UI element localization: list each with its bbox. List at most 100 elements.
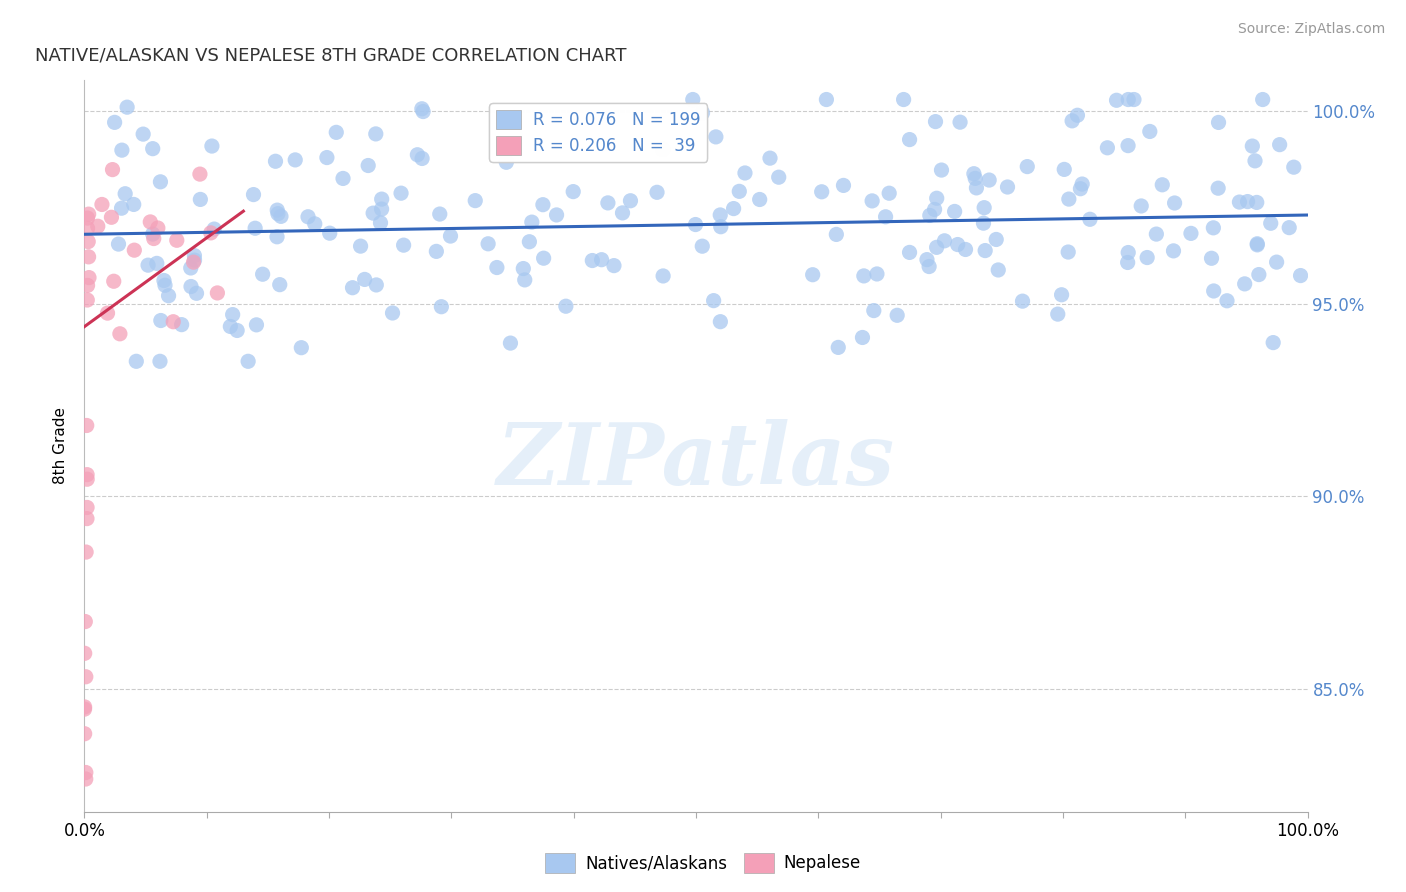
Point — [979, 173, 1001, 187]
Point — [319, 226, 342, 240]
Point — [1017, 160, 1039, 174]
Point — [1251, 93, 1274, 107]
Point — [519, 235, 541, 249]
Point — [304, 217, 326, 231]
Point — [815, 93, 838, 107]
Point — [1050, 287, 1073, 301]
Point — [1123, 93, 1146, 107]
Point — [1233, 277, 1256, 291]
Point — [170, 318, 193, 332]
Point — [406, 147, 429, 161]
Point — [149, 175, 172, 189]
Point — [1260, 216, 1282, 230]
Point — [183, 255, 205, 269]
Point — [284, 153, 307, 167]
Point — [973, 201, 995, 215]
Point — [1216, 293, 1239, 308]
Point — [219, 319, 242, 334]
Point — [73, 646, 96, 660]
Point — [325, 125, 347, 139]
Point — [1069, 182, 1091, 196]
Point — [245, 318, 267, 332]
Point — [389, 186, 412, 201]
Point — [202, 222, 225, 236]
Point — [1202, 284, 1225, 298]
Point — [297, 210, 319, 224]
Point — [709, 208, 731, 222]
Point — [974, 244, 997, 258]
Point — [115, 100, 138, 114]
Point — [1208, 115, 1230, 129]
Point — [236, 354, 259, 368]
Point — [759, 151, 782, 165]
Point — [370, 202, 392, 216]
Point — [852, 268, 875, 283]
Point — [75, 765, 97, 780]
Point — [139, 215, 162, 229]
Point — [886, 308, 908, 322]
Point — [612, 206, 634, 220]
Point — [827, 340, 849, 354]
Point — [1136, 251, 1159, 265]
Point — [1268, 137, 1291, 152]
Legend: Natives/Alaskans, Nepalese: Natives/Alaskans, Nepalese — [538, 847, 868, 880]
Point — [76, 278, 98, 293]
Point — [392, 238, 415, 252]
Point — [1057, 245, 1080, 260]
Point — [651, 142, 673, 156]
Point — [73, 700, 96, 714]
Point — [1139, 124, 1161, 138]
Point — [357, 159, 380, 173]
Point — [898, 245, 921, 260]
Point — [75, 615, 97, 629]
Point — [801, 268, 824, 282]
Point — [1078, 212, 1101, 227]
Point — [124, 243, 146, 257]
Point — [270, 210, 292, 224]
Point — [412, 104, 434, 119]
Point — [562, 185, 585, 199]
Point — [1278, 220, 1301, 235]
Point — [111, 143, 134, 157]
Point — [108, 326, 131, 341]
Point — [91, 197, 114, 211]
Point — [893, 93, 915, 107]
Point — [997, 180, 1019, 194]
Point — [149, 354, 172, 368]
Point — [692, 105, 714, 120]
Point — [76, 293, 98, 307]
Point — [972, 216, 994, 230]
Point — [495, 155, 517, 169]
Point — [75, 545, 97, 559]
Point — [965, 171, 987, 186]
Point — [1244, 153, 1267, 168]
Point — [77, 235, 100, 249]
Point — [520, 215, 543, 229]
Point — [132, 127, 155, 141]
Point — [546, 208, 568, 222]
Point — [87, 219, 110, 234]
Point — [1289, 268, 1312, 283]
Point — [965, 181, 987, 195]
Point — [860, 194, 883, 208]
Point — [267, 207, 290, 221]
Point — [477, 236, 499, 251]
Point — [1144, 227, 1167, 241]
Point — [723, 202, 745, 216]
Point — [353, 272, 375, 286]
Point — [110, 201, 132, 215]
Point — [1062, 113, 1084, 128]
Point — [430, 300, 453, 314]
Point — [464, 194, 486, 208]
Point — [1163, 196, 1185, 211]
Point — [531, 197, 554, 211]
Point — [581, 253, 603, 268]
Point — [200, 226, 222, 240]
Point — [75, 670, 97, 684]
Point — [709, 315, 731, 329]
Point — [425, 244, 447, 259]
Point — [915, 252, 938, 267]
Point — [1236, 194, 1258, 209]
Point — [77, 207, 100, 221]
Point — [925, 191, 948, 205]
